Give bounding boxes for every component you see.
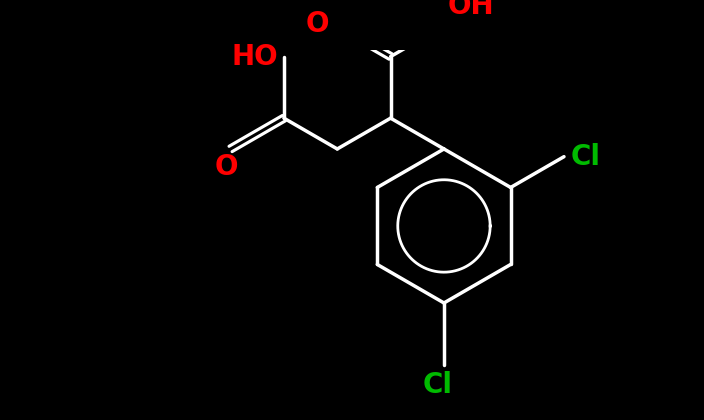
Text: O: O: [306, 10, 329, 38]
Text: Cl: Cl: [423, 371, 453, 399]
Text: Cl: Cl: [570, 143, 600, 171]
Text: HO: HO: [231, 42, 278, 71]
Text: O: O: [215, 153, 239, 181]
Text: OH: OH: [448, 0, 494, 20]
